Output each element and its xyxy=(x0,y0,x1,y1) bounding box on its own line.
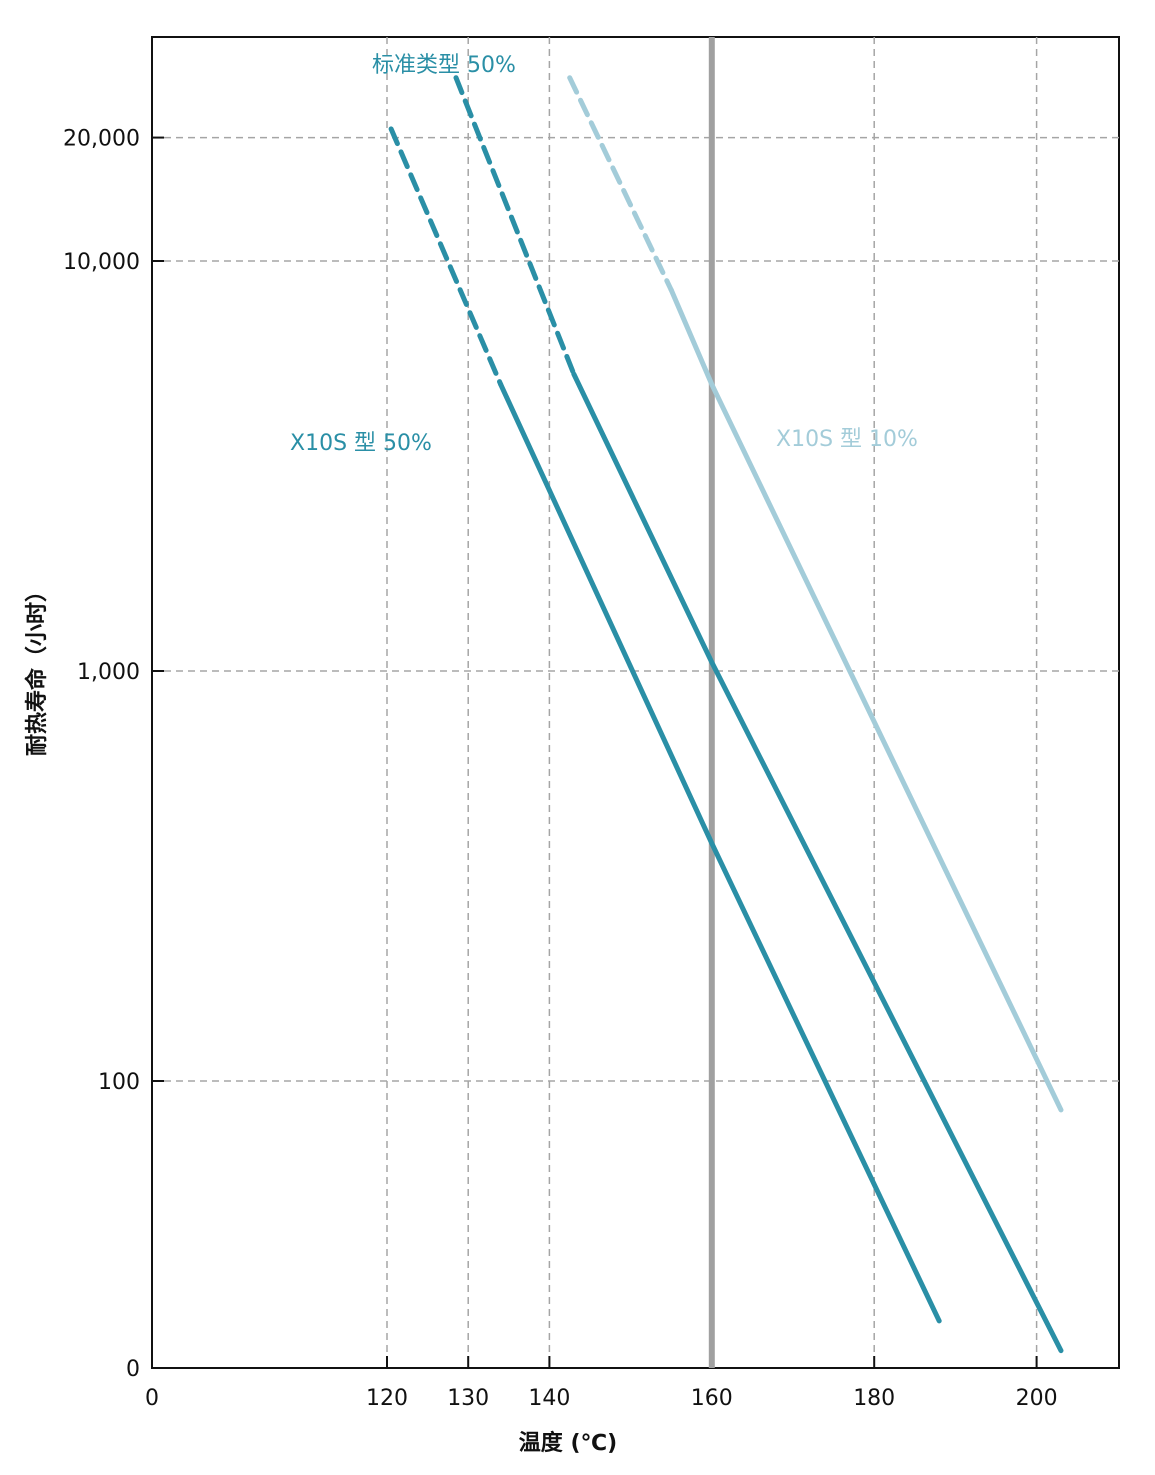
x-tick-label: 140 xyxy=(528,1386,570,1411)
x-tick-label: 200 xyxy=(1016,1386,1058,1411)
x-tick-label: 180 xyxy=(853,1386,895,1411)
x-axis-title: 温度 (℃) xyxy=(519,1430,617,1456)
plot-frame xyxy=(151,36,1120,1369)
series-label-standard-50: 标准类型 50% xyxy=(372,53,516,78)
y-tick-label: 20,000 xyxy=(63,127,140,152)
series-line-dashed-2 xyxy=(567,75,674,293)
series-line-solid-0 xyxy=(498,381,942,1324)
y-axis-title: 耐热寿命（小时） xyxy=(24,580,50,756)
series-line-solid-1 xyxy=(571,371,1064,1354)
x-tick-labels: 0 120 130 140 160 180 200 xyxy=(145,1386,1058,1411)
y-tick-label: 0 xyxy=(126,1357,140,1382)
series-layer xyxy=(388,75,1064,1354)
x-tick-label: 0 xyxy=(145,1386,159,1411)
x-tick-label: 160 xyxy=(691,1386,733,1411)
y-tick-label: 1,000 xyxy=(77,660,140,685)
series-label-x10s-50: X10S 型 50% xyxy=(290,431,432,456)
y-tick-labels: 0 100 1,000 10,000 20,000 xyxy=(63,127,140,1382)
series-line-dashed-1 xyxy=(453,75,577,377)
y-tick-label: 10,000 xyxy=(63,250,140,275)
x-tick-label: 130 xyxy=(447,1386,489,1411)
series-line-dashed-0 xyxy=(388,126,504,387)
x-tick-label: 120 xyxy=(366,1386,408,1411)
grid xyxy=(152,37,1119,1368)
series-label-x10s-10: X10S 型 10% xyxy=(776,427,918,452)
y-tick-label: 100 xyxy=(98,1070,140,1095)
series-line-solid-2 xyxy=(668,287,1064,1113)
